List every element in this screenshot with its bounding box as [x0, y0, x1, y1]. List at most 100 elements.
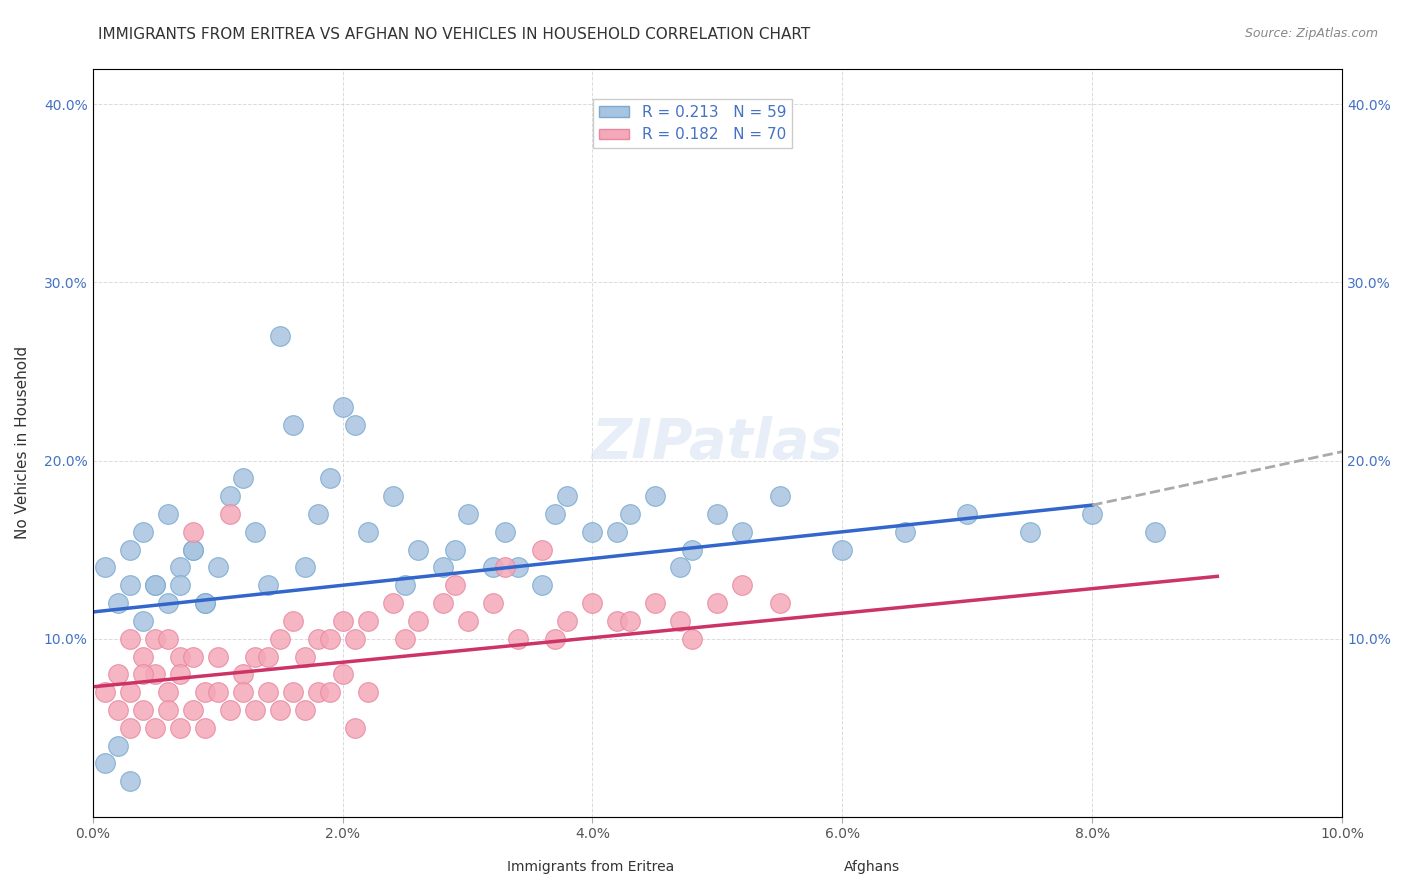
- Point: [120, 632, 142, 646]
- Point: [156, 632, 179, 646]
- Point: [506, 632, 529, 646]
- Point: [544, 632, 567, 646]
- Point: [269, 632, 291, 646]
- Point: [181, 542, 204, 557]
- Point: [457, 614, 479, 628]
- Point: [544, 507, 567, 521]
- Point: [406, 614, 429, 628]
- Point: [406, 542, 429, 557]
- Point: [232, 667, 254, 681]
- Point: [332, 614, 354, 628]
- Y-axis label: No Vehicles in Household: No Vehicles in Household: [15, 346, 30, 540]
- Point: [581, 596, 603, 610]
- Point: [344, 632, 367, 646]
- Point: [281, 417, 304, 432]
- Point: [606, 524, 628, 539]
- Point: [307, 507, 329, 521]
- Point: [156, 507, 179, 521]
- Point: [131, 614, 153, 628]
- Point: [381, 596, 404, 610]
- Point: [169, 721, 191, 735]
- Point: [120, 685, 142, 699]
- Point: [444, 542, 467, 557]
- Point: [219, 507, 242, 521]
- Point: [894, 524, 917, 539]
- Point: [644, 596, 666, 610]
- Point: [581, 524, 603, 539]
- Point: [131, 524, 153, 539]
- Point: [669, 560, 692, 574]
- Point: [319, 632, 342, 646]
- Point: [143, 578, 166, 592]
- Point: [619, 614, 641, 628]
- Point: [281, 614, 304, 628]
- Point: [356, 614, 378, 628]
- Point: [243, 649, 266, 664]
- Point: [194, 685, 217, 699]
- Point: [181, 649, 204, 664]
- Point: [557, 489, 579, 503]
- Point: [344, 721, 367, 735]
- Point: [243, 524, 266, 539]
- Point: [319, 685, 342, 699]
- Point: [344, 417, 367, 432]
- Point: [332, 400, 354, 414]
- Point: [706, 596, 728, 610]
- Point: [557, 614, 579, 628]
- Point: [256, 685, 278, 699]
- Point: [269, 703, 291, 717]
- Point: [681, 632, 703, 646]
- Point: [207, 685, 229, 699]
- Point: [143, 632, 166, 646]
- Point: [120, 578, 142, 592]
- Point: [169, 560, 191, 574]
- Point: [156, 596, 179, 610]
- Point: [831, 542, 853, 557]
- Point: [531, 578, 554, 592]
- Point: [156, 685, 179, 699]
- Point: [1018, 524, 1040, 539]
- Point: [1081, 507, 1104, 521]
- Point: [1143, 524, 1166, 539]
- Point: [194, 721, 217, 735]
- Point: [232, 471, 254, 485]
- Point: [731, 524, 754, 539]
- Point: [107, 667, 129, 681]
- Point: [169, 649, 191, 664]
- Point: [332, 667, 354, 681]
- Point: [156, 703, 179, 717]
- Legend: R = 0.213   N = 59, R = 0.182   N = 70: R = 0.213 N = 59, R = 0.182 N = 70: [593, 99, 792, 148]
- Point: [506, 560, 529, 574]
- Point: [94, 560, 117, 574]
- Point: [731, 578, 754, 592]
- Text: Afghans: Afghans: [844, 860, 900, 874]
- Point: [494, 524, 516, 539]
- Point: [531, 542, 554, 557]
- Point: [131, 703, 153, 717]
- Point: [94, 685, 117, 699]
- Point: [706, 507, 728, 521]
- Point: [256, 649, 278, 664]
- Point: [131, 649, 153, 664]
- Point: [669, 614, 692, 628]
- Point: [956, 507, 979, 521]
- Point: [169, 667, 191, 681]
- Point: [432, 596, 454, 610]
- Point: [143, 667, 166, 681]
- Text: IMMIGRANTS FROM ERITREA VS AFGHAN NO VEHICLES IN HOUSEHOLD CORRELATION CHART: IMMIGRANTS FROM ERITREA VS AFGHAN NO VEH…: [98, 27, 811, 42]
- Point: [207, 560, 229, 574]
- Point: [120, 721, 142, 735]
- Point: [120, 774, 142, 789]
- Point: [219, 703, 242, 717]
- Point: [294, 703, 316, 717]
- Point: [432, 560, 454, 574]
- Point: [143, 578, 166, 592]
- Point: [457, 507, 479, 521]
- Point: [394, 578, 416, 592]
- Point: [120, 542, 142, 557]
- Point: [681, 542, 703, 557]
- Point: [232, 685, 254, 699]
- Text: ZIPatlas: ZIPatlas: [592, 416, 844, 470]
- Point: [107, 596, 129, 610]
- Point: [181, 703, 204, 717]
